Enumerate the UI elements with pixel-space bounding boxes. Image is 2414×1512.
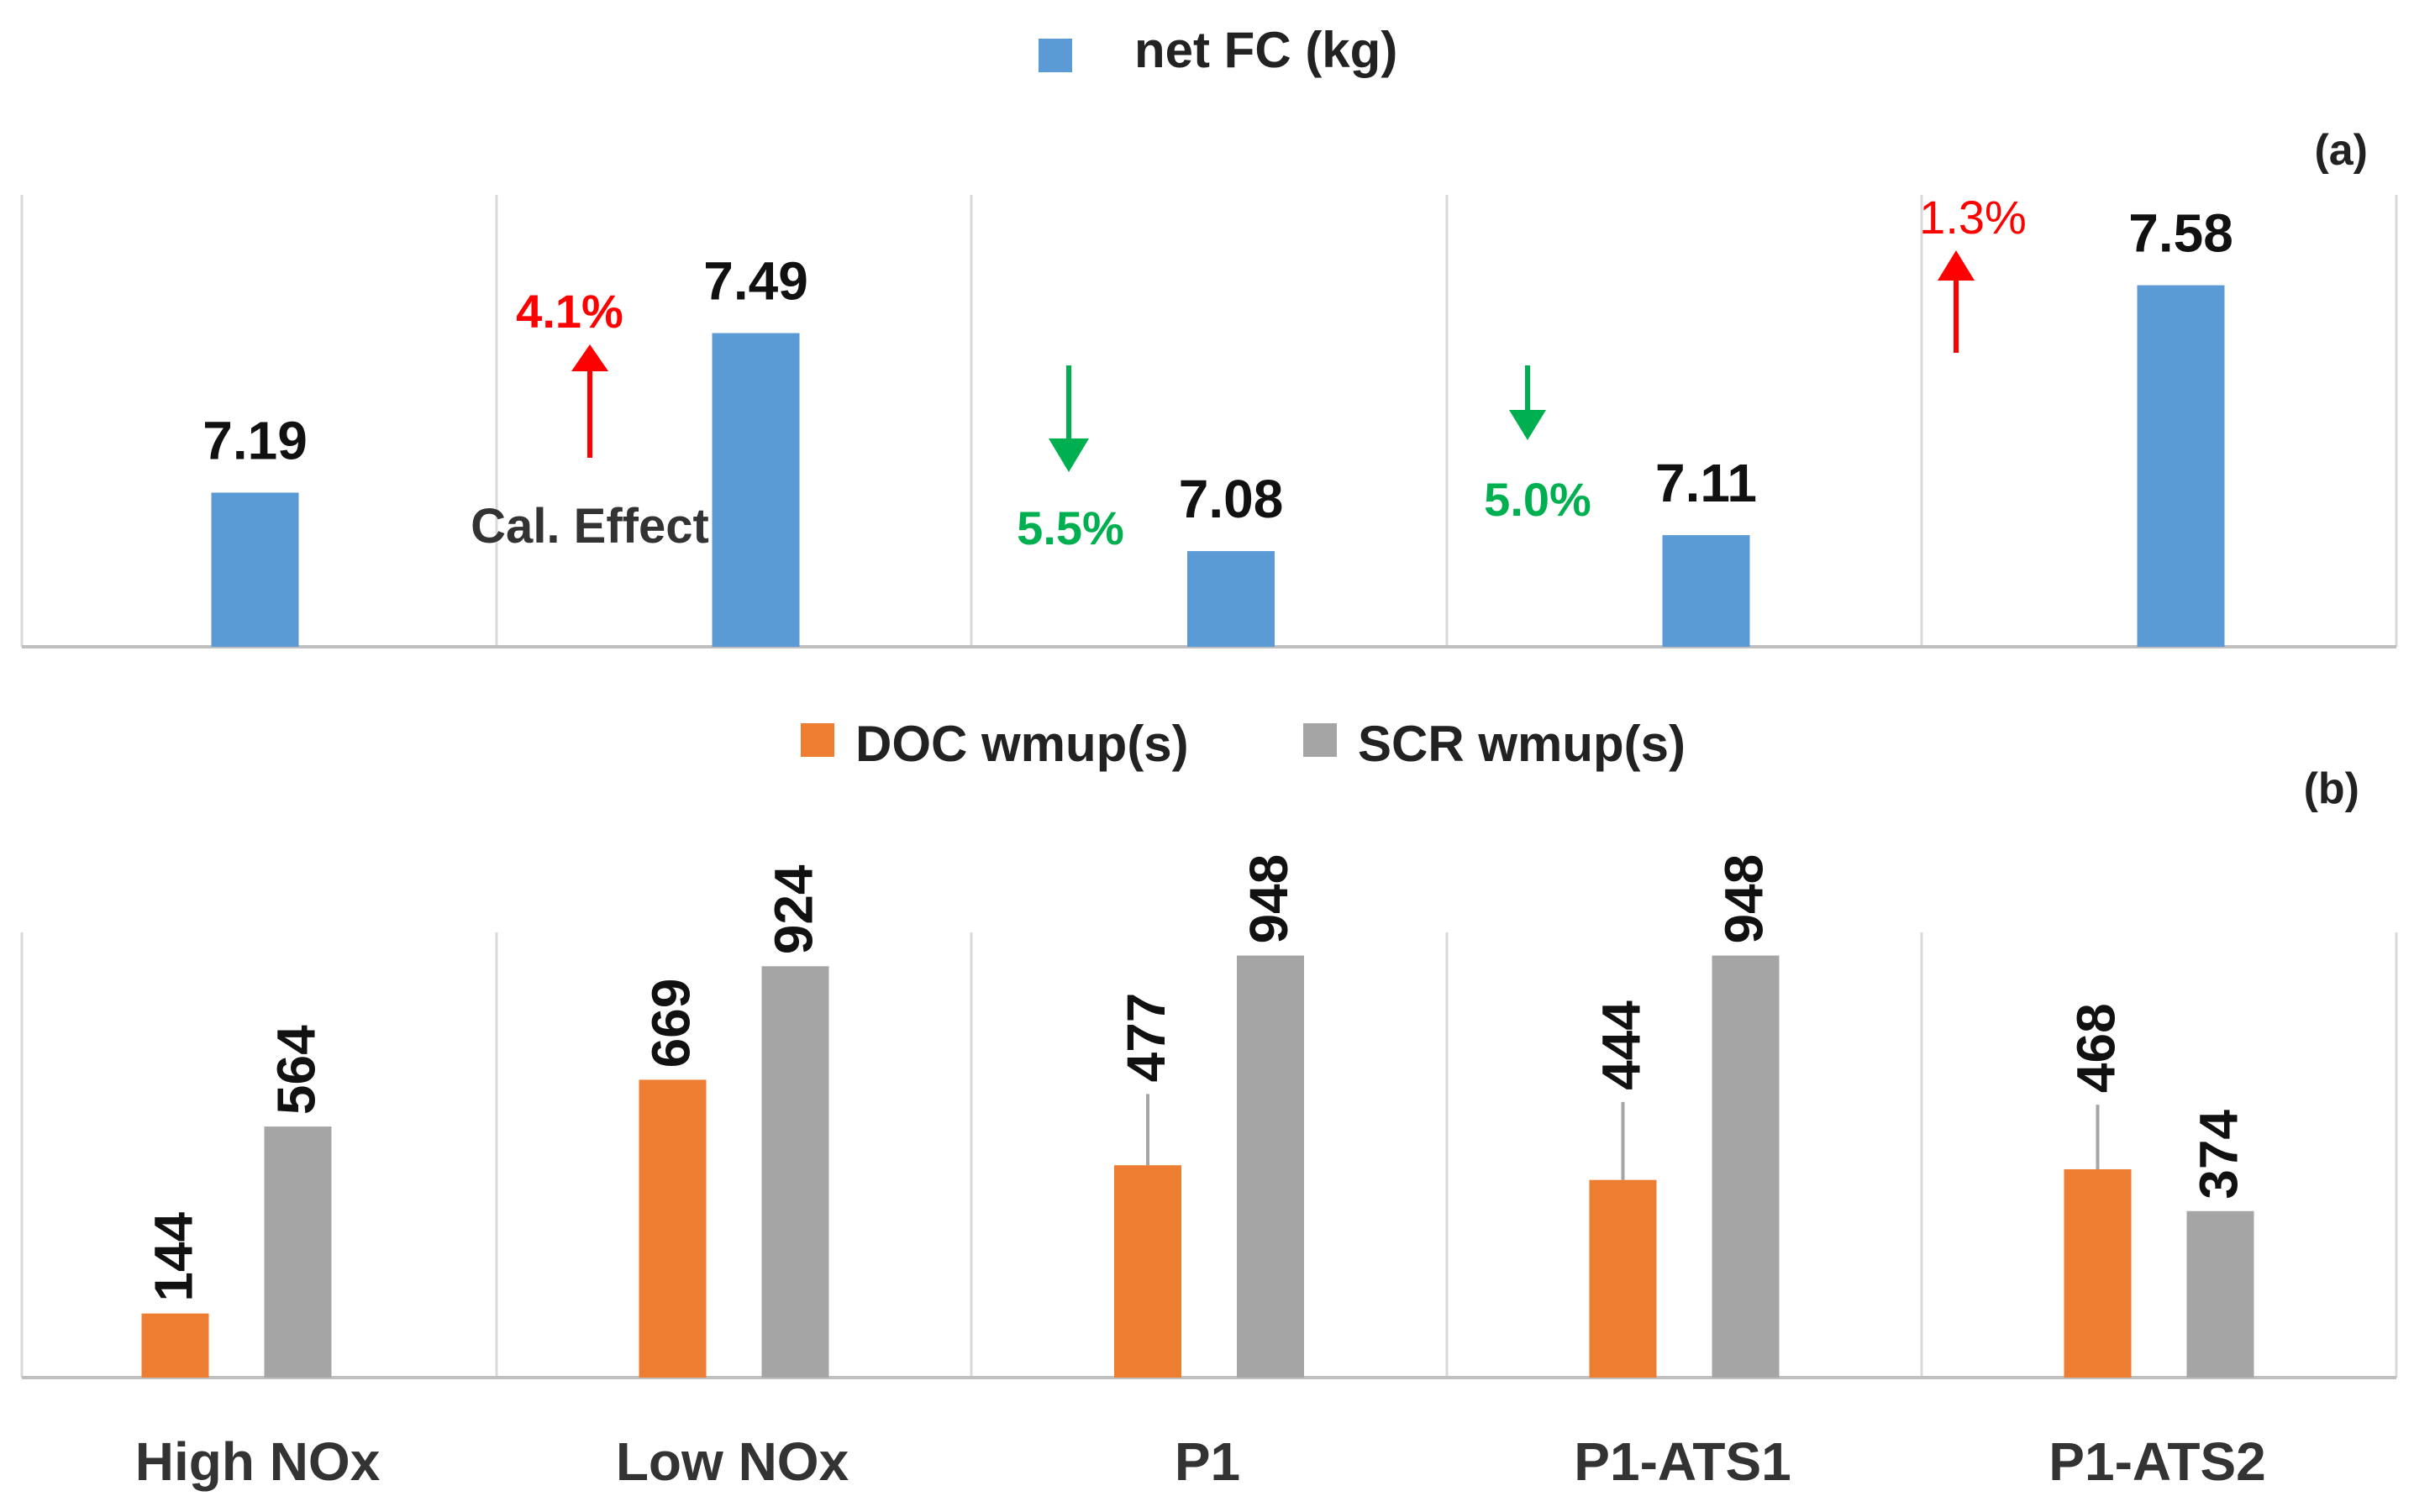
data-label-scr-wmup-s-p1-ats2: 374	[2189, 1110, 2249, 1200]
up-arrow-head	[1938, 250, 1975, 281]
panel-label-a: (a)	[2314, 126, 2368, 175]
data-label-net-fc-p1-ats1: 7.11	[1655, 453, 1757, 513]
panel-b-gridlines	[20, 932, 2398, 1379]
down-arrow-head	[1049, 438, 1089, 472]
data-label-doc-wmup-s-p1-ats2: 468	[2066, 1003, 2127, 1093]
annotation-p1-ats1: 5.0%	[1484, 365, 1591, 526]
annotation-low-nox-pct: 4.1%	[516, 285, 623, 338]
annotation-p1-ats2: 1.3%	[1919, 191, 2027, 353]
bar-net-fc-high-nox	[211, 492, 299, 647]
bar-doc-wmup-s-p1-ats1	[1589, 1179, 1657, 1378]
bar-doc-wmup-s-low-nox	[639, 1079, 707, 1378]
bar-doc-wmup-s-p1-ats2	[2064, 1168, 2132, 1378]
data-label-net-fc-p1: 7.08	[1179, 469, 1284, 529]
panel-a-bars	[211, 285, 2225, 647]
up-arrow-head	[571, 344, 608, 371]
annotation-p1-pct: 5.5%	[1017, 501, 1124, 554]
x-label-p1-ats2: P1-ATS2	[2048, 1431, 2265, 1492]
legend-swatch-net-fc	[1039, 39, 1072, 72]
bar-net-fc-p1	[1187, 551, 1275, 647]
data-label-scr-wmup-s-high-nox: 564	[266, 1025, 327, 1115]
data-label-net-fc-high-nox: 7.19	[202, 410, 308, 470]
data-label-doc-wmup-s-high-nox: 144	[144, 1211, 204, 1301]
bar-net-fc-p1-ats2	[2137, 285, 2225, 647]
data-label-doc-wmup-s-p1-ats1: 444	[1591, 1000, 1652, 1090]
data-label-net-fc-low-nox: 7.49	[703, 251, 808, 312]
bar-scr-wmup-s-low-nox	[761, 966, 829, 1378]
annotation-p1: 5.5%	[1017, 365, 1124, 554]
annotation-low-nox: 4.1% Cal. Effect	[471, 285, 709, 554]
down-arrow-head	[1509, 410, 1546, 440]
legend-label-doc-wmup: DOC wmup(s)	[855, 716, 1189, 772]
x-label-p1: P1	[1175, 1431, 1240, 1492]
data-label-scr-wmup-s-low-nox: 924	[764, 864, 824, 954]
x-label-p1-ats1: P1-ATS1	[1574, 1431, 1791, 1492]
bar-net-fc-p1-ats1	[1662, 535, 1750, 647]
x-axis-category-labels: High NOx Low NOx P1 P1-ATS1 P1-ATS2	[135, 1431, 2266, 1492]
annotation-p1-ats1-pct: 5.0%	[1484, 473, 1591, 526]
data-label-doc-wmup-s-p1: 477	[1116, 993, 1176, 1083]
legend-label-scr-wmup: SCR wmup(s)	[1358, 716, 1686, 772]
bar-scr-wmup-s-p1-ats1	[1712, 955, 1780, 1378]
panel-a-data-labels: 7.19 7.49 7.08 7.11 7.58	[202, 203, 2233, 529]
data-label-doc-wmup-s-low-nox: 669	[641, 979, 702, 1068]
data-label-scr-wmup-s-p1-ats1: 948	[1714, 854, 1775, 944]
legend-swatch-doc-wmup	[801, 723, 834, 757]
panel-b-bars	[141, 955, 2254, 1378]
x-label-high-nox: High NOx	[135, 1431, 381, 1492]
bar-doc-wmup-s-p1	[1114, 1165, 1181, 1378]
panel-b-data-labels: 144 564 669 924 477 948 444 948 468 374	[144, 854, 2249, 1302]
x-label-low-nox: Low NOx	[616, 1431, 849, 1492]
bar-scr-wmup-s-p1	[1237, 955, 1304, 1378]
legend-swatch-scr-wmup	[1303, 723, 1337, 757]
legend-label-net-fc: net FC (kg)	[1134, 22, 1397, 78]
bar-scr-wmup-s-high-nox	[264, 1126, 332, 1378]
panel-label-b: (b)	[2304, 764, 2359, 813]
data-label-scr-wmup-s-p1: 948	[1239, 854, 1299, 944]
bar-net-fc-low-nox	[712, 333, 800, 647]
annotation-p1-ats2-pct: 1.3%	[1919, 191, 2027, 244]
data-label-net-fc-p1-ats2: 7.58	[2128, 203, 2233, 264]
bar-doc-wmup-s-high-nox	[141, 1313, 209, 1378]
annotation-cal-note: Cal. Effect	[471, 499, 709, 554]
bar-scr-wmup-s-p1-ats2	[2186, 1210, 2254, 1378]
